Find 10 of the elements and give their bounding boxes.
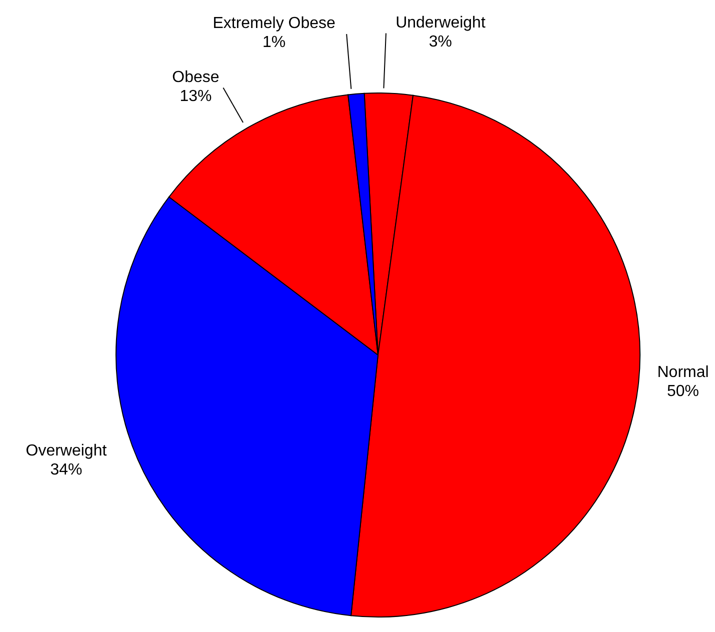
slice-label: Underweight	[396, 14, 486, 32]
slice-label: Overweight	[26, 442, 108, 460]
data-label: 34%	[50, 462, 82, 479]
slice-label: Extremely Obese	[212, 15, 336, 32]
slice-label: Normal	[657, 364, 709, 382]
data-label: 1%	[262, 34, 286, 52]
data-label: 13%	[180, 88, 212, 105]
data-label: 3%	[428, 33, 452, 50]
slice-label: Obese	[172, 68, 220, 86]
data-label: 50%	[667, 383, 700, 400]
